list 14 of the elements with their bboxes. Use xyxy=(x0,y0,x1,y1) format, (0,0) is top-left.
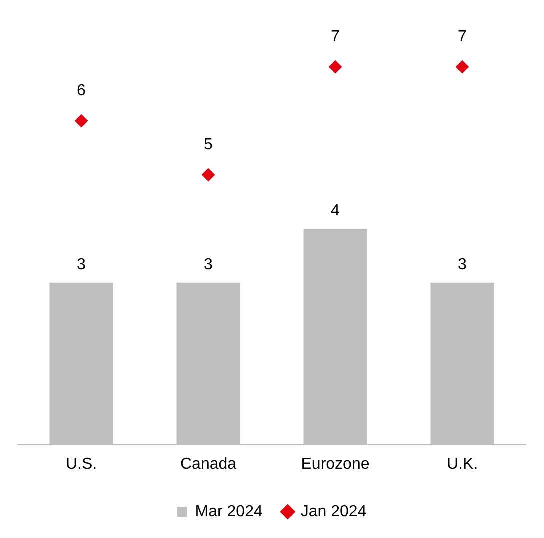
x-tick-label: Eurozone xyxy=(301,456,370,473)
data-label: 3 xyxy=(77,256,86,274)
data-label: 6 xyxy=(77,82,86,100)
data-label: 3 xyxy=(204,256,214,274)
x-tick-label: Canada xyxy=(180,456,237,473)
legend-label: Jan 2024 xyxy=(300,503,367,520)
data-label: 4 xyxy=(331,202,340,220)
data-label: 7 xyxy=(331,28,340,46)
data-label: 3 xyxy=(458,256,468,274)
data-label: 5 xyxy=(204,136,214,154)
x-tick-label: U.S. xyxy=(66,456,98,473)
legend-label: Mar 2024 xyxy=(195,503,263,520)
x-tick-label: U.K. xyxy=(446,456,478,473)
data-label: 7 xyxy=(458,28,468,46)
